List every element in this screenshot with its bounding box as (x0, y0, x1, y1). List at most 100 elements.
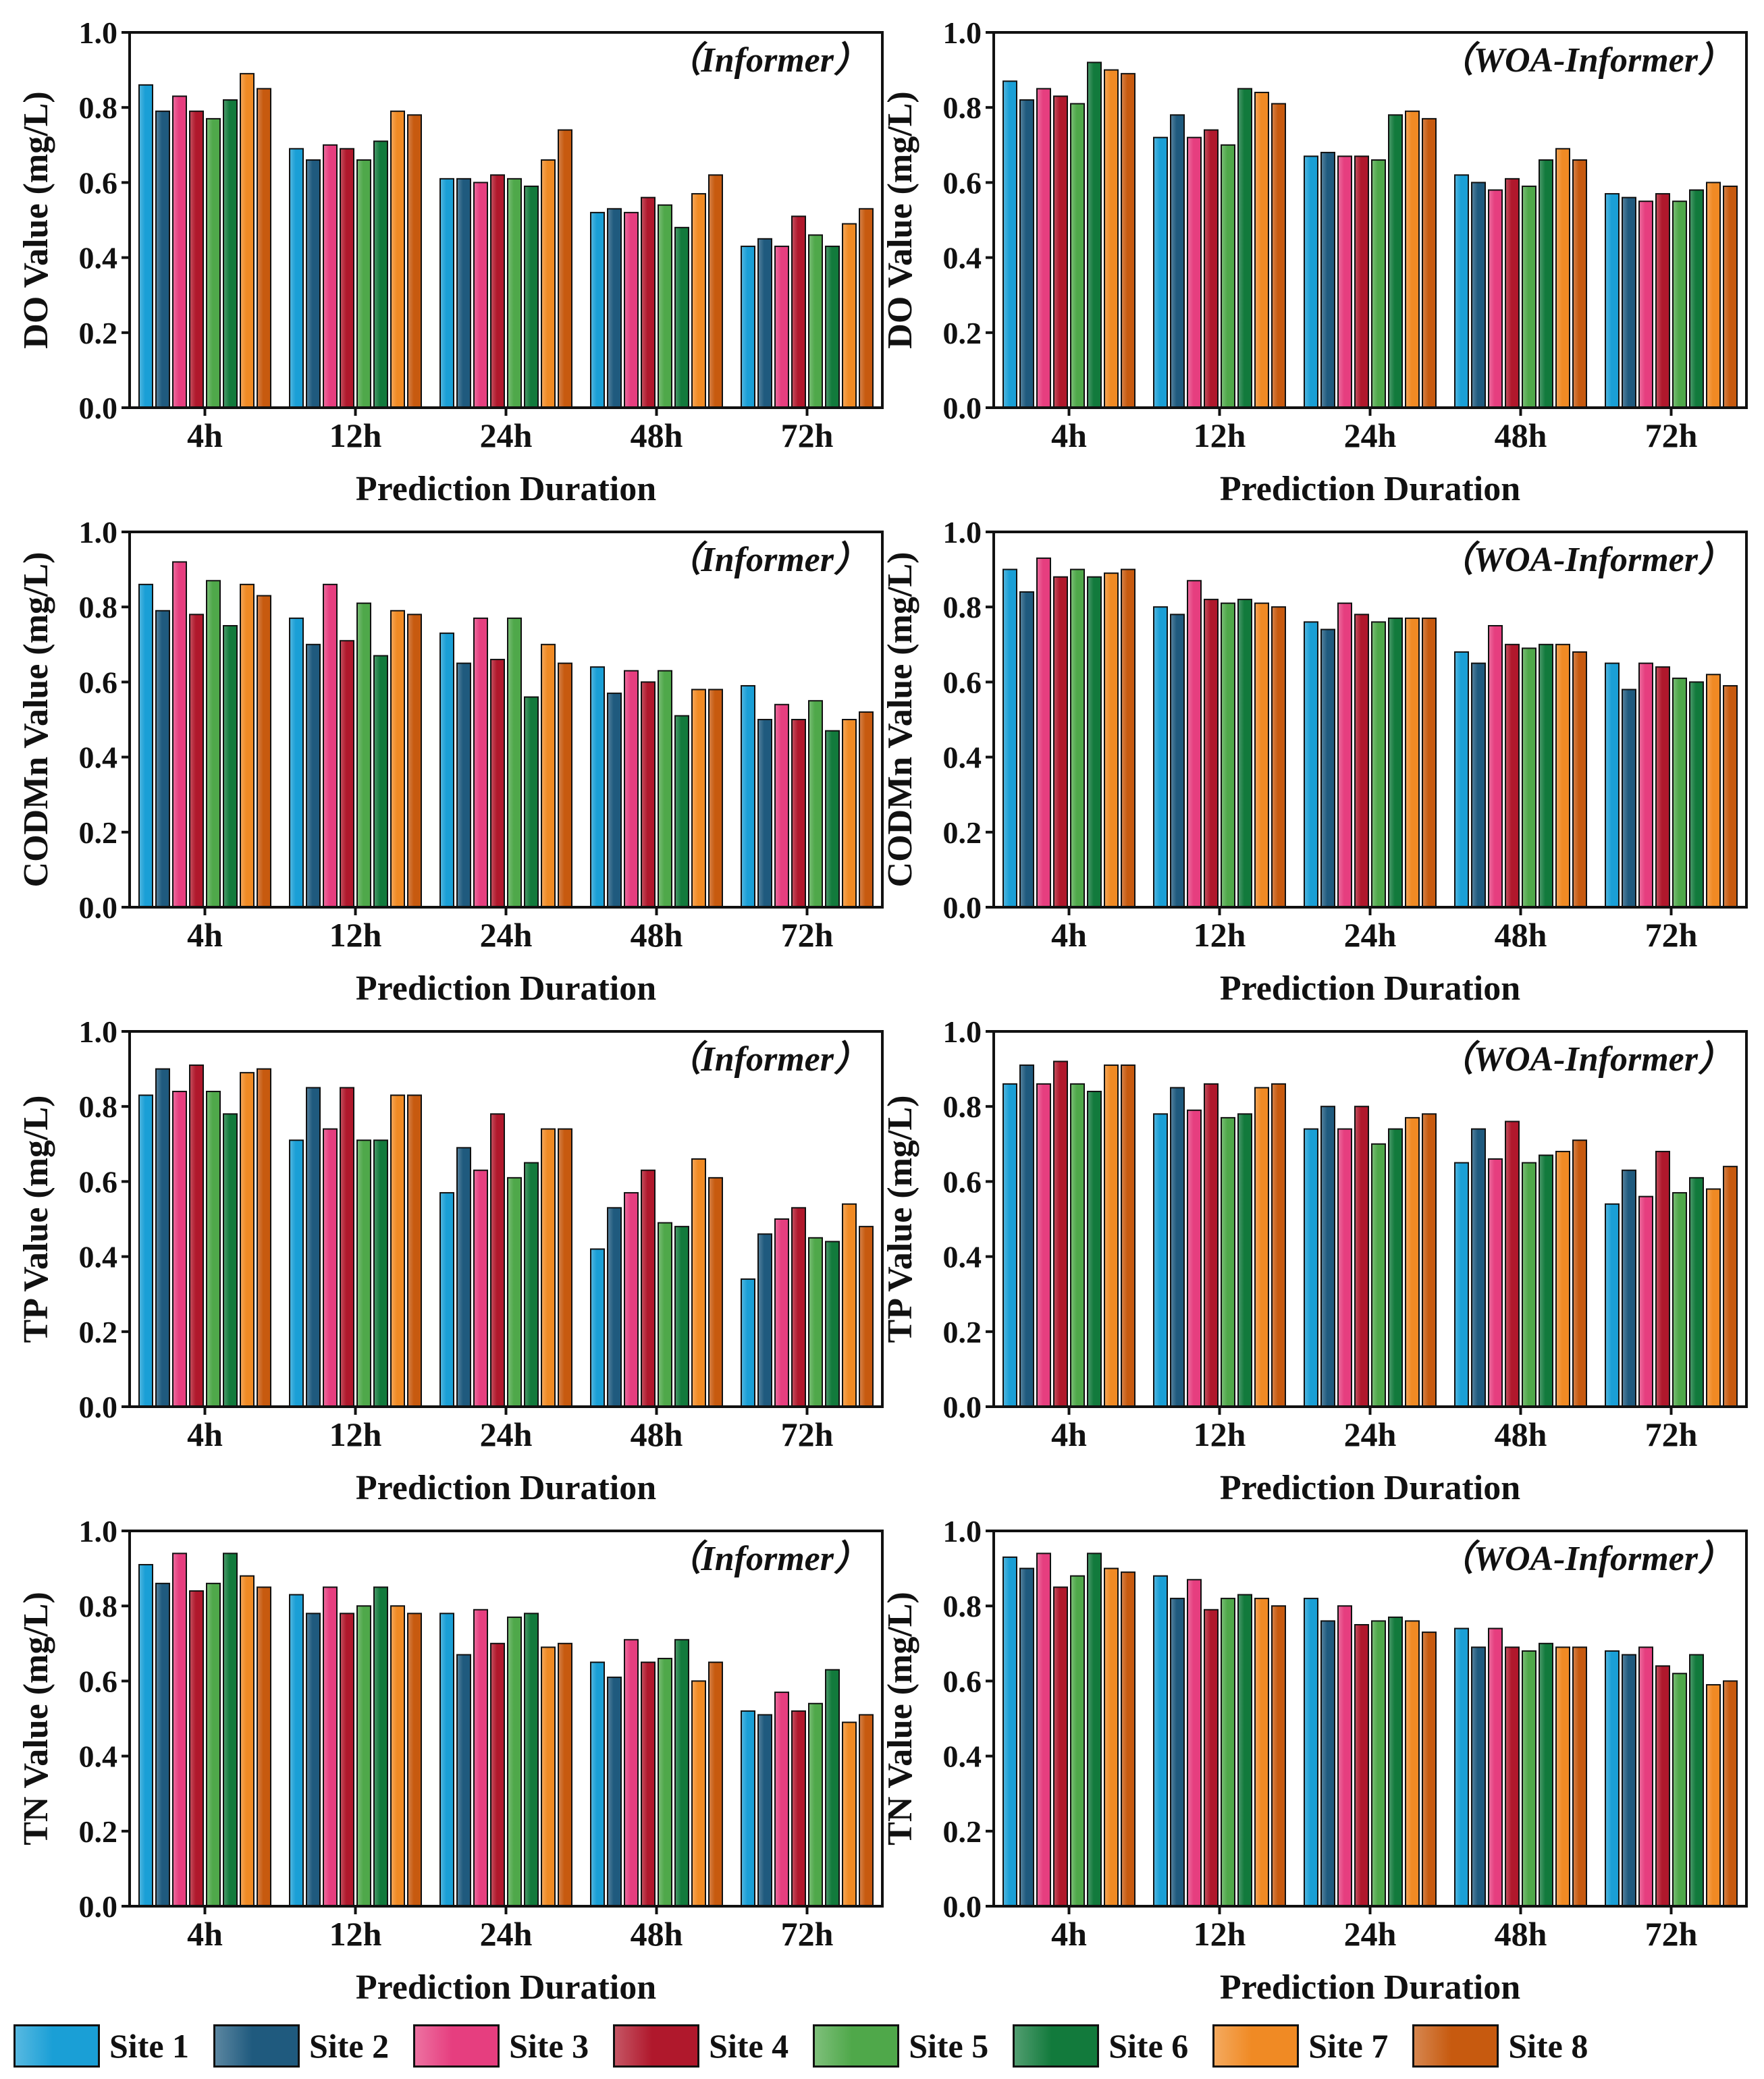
bar-site-2-12h (1170, 614, 1185, 908)
bar-site-2-12h (306, 1087, 321, 1408)
bar-site-4-4h (1053, 1060, 1068, 1407)
bar-site-2-24h (1320, 628, 1335, 908)
bar-site-7-4h (240, 1072, 255, 1408)
bar-site-6-72h (1689, 1177, 1704, 1407)
y-tick-label: 0.4 (943, 241, 982, 275)
y-axis-label: TP Value (mg/L) (881, 1096, 919, 1343)
model-annotation: （Informer） (666, 40, 869, 80)
bar-site-7-24h (541, 643, 556, 908)
x-tick-label: 72h (781, 416, 834, 454)
bar-site-8-48h (1572, 651, 1587, 908)
bar-site-1-24h (439, 178, 454, 408)
bar-site-2-4h (1019, 99, 1034, 409)
x-tick-label: 12h (329, 1415, 382, 1453)
bar-site-3-24h (473, 182, 488, 408)
bar-site-5-12h (1221, 1116, 1235, 1407)
bar-site-3-72h (774, 1692, 789, 1908)
y-tick-label: 0.2 (943, 815, 982, 850)
bar-site-1-24h (1304, 621, 1318, 908)
bar-site-5-24h (507, 178, 522, 408)
x-tick-label: 4h (187, 1415, 223, 1453)
bar-site-6-24h (524, 696, 539, 908)
bar-site-1-4h (138, 583, 153, 909)
y-tick-label: 0.2 (943, 316, 982, 350)
bar-site-3-4h (1036, 1083, 1051, 1407)
x-tick-label: 48h (631, 916, 683, 954)
bar-site-1-24h (439, 632, 454, 908)
legend-label: Site 5 (909, 2027, 989, 2065)
bar-site-8-12h (1271, 1605, 1286, 1907)
bar-site-6-48h (1539, 1642, 1553, 1908)
bar-site-1-24h (1304, 1128, 1318, 1408)
bar-site-4-72h (1655, 193, 1670, 408)
bar-site-7-48h (1555, 1646, 1570, 1908)
bar-site-3-12h (1187, 1109, 1202, 1407)
bar-site-5-72h (1672, 200, 1687, 408)
bar-site-4-12h (1204, 129, 1219, 408)
bar-site-8-72h (859, 1226, 874, 1407)
bar-site-7-24h (541, 159, 556, 408)
x-axis-label: Prediction Duration (356, 969, 656, 1008)
bar-site-6-12h (373, 140, 388, 409)
bar-site-6-48h (1539, 1154, 1553, 1407)
bar-site-5-4h (206, 1090, 221, 1407)
y-tick-label: 0.6 (943, 1164, 982, 1199)
bar-site-5-4h (206, 580, 221, 909)
x-tick-label: 72h (1645, 1415, 1698, 1453)
bar-site-4-24h (1354, 1624, 1369, 1907)
bar-site-4-12h (1204, 599, 1219, 909)
bar-site-2-12h (1170, 114, 1185, 408)
bar-site-3-48h (1488, 1627, 1503, 1908)
bar-site-4-4h (1053, 95, 1068, 409)
y-tick-label: 0.2 (79, 815, 118, 850)
y-tick-label: 0.0 (943, 890, 982, 925)
bar-site-4-24h (490, 659, 505, 908)
bar-site-6-72h (825, 1241, 840, 1407)
y-axis-label: CODMn Value (mg/L) (17, 552, 55, 888)
bar-site-7-12h (1254, 91, 1269, 409)
bar-site-6-24h (1388, 1128, 1403, 1408)
bar-site-8-72h (1723, 1166, 1738, 1408)
bar-site-5-48h (1522, 1162, 1536, 1407)
bar-site-6-72h (825, 245, 840, 409)
x-tick-label: 4h (1051, 416, 1087, 454)
x-tick-label: 12h (329, 1915, 382, 1953)
bar-site-3-48h (624, 1192, 639, 1407)
bar-site-7-72h (842, 223, 857, 408)
bar-site-1-48h (590, 211, 605, 408)
y-tick-label: 0.8 (943, 590, 982, 624)
legend-swatch (813, 2024, 900, 2068)
bar-site-6-4h (1087, 1090, 1102, 1407)
x-tick-label: 24h (480, 1915, 533, 1953)
bar-site-3-12h (323, 144, 338, 409)
bar-site-6-24h (1388, 617, 1403, 908)
bar-site-5-24h (1371, 621, 1386, 908)
x-axis-label: Prediction Duration (1220, 1469, 1520, 1507)
x-tick-label: 24h (480, 416, 533, 454)
bar-site-8-48h (1572, 159, 1587, 408)
bar-site-1-48h (1454, 651, 1469, 908)
bar-site-2-12h (306, 159, 321, 408)
bar-site-8-4h (257, 1586, 271, 1907)
bar-site-8-4h (1121, 568, 1135, 908)
x-tick-label: 12h (1194, 916, 1246, 954)
bar-site-5-4h (206, 1582, 221, 1908)
bar-site-1-48h (590, 666, 605, 908)
bar-site-1-72h (1605, 662, 1620, 908)
bar-site-2-72h (1622, 1654, 1636, 1907)
bar-site-3-48h (624, 670, 639, 908)
bar-site-5-24h (1371, 1620, 1386, 1907)
bar-site-5-48h (658, 1658, 672, 1908)
bar-site-2-24h (1320, 1620, 1335, 1907)
bar-site-6-72h (1689, 189, 1704, 408)
bar-site-6-24h (524, 185, 539, 408)
bar-site-6-4h (223, 1113, 238, 1407)
x-tick-label: 24h (1344, 916, 1397, 954)
legend-label: Site 3 (509, 2027, 589, 2065)
y-tick-label: 0.6 (79, 165, 118, 200)
bar-site-8-72h (859, 208, 874, 408)
bar-site-2-24h (456, 662, 471, 908)
bar-site-1-12h (289, 1594, 304, 1908)
y-tick-label: 0.4 (79, 740, 118, 775)
y-tick-label: 0.2 (943, 1814, 982, 1849)
